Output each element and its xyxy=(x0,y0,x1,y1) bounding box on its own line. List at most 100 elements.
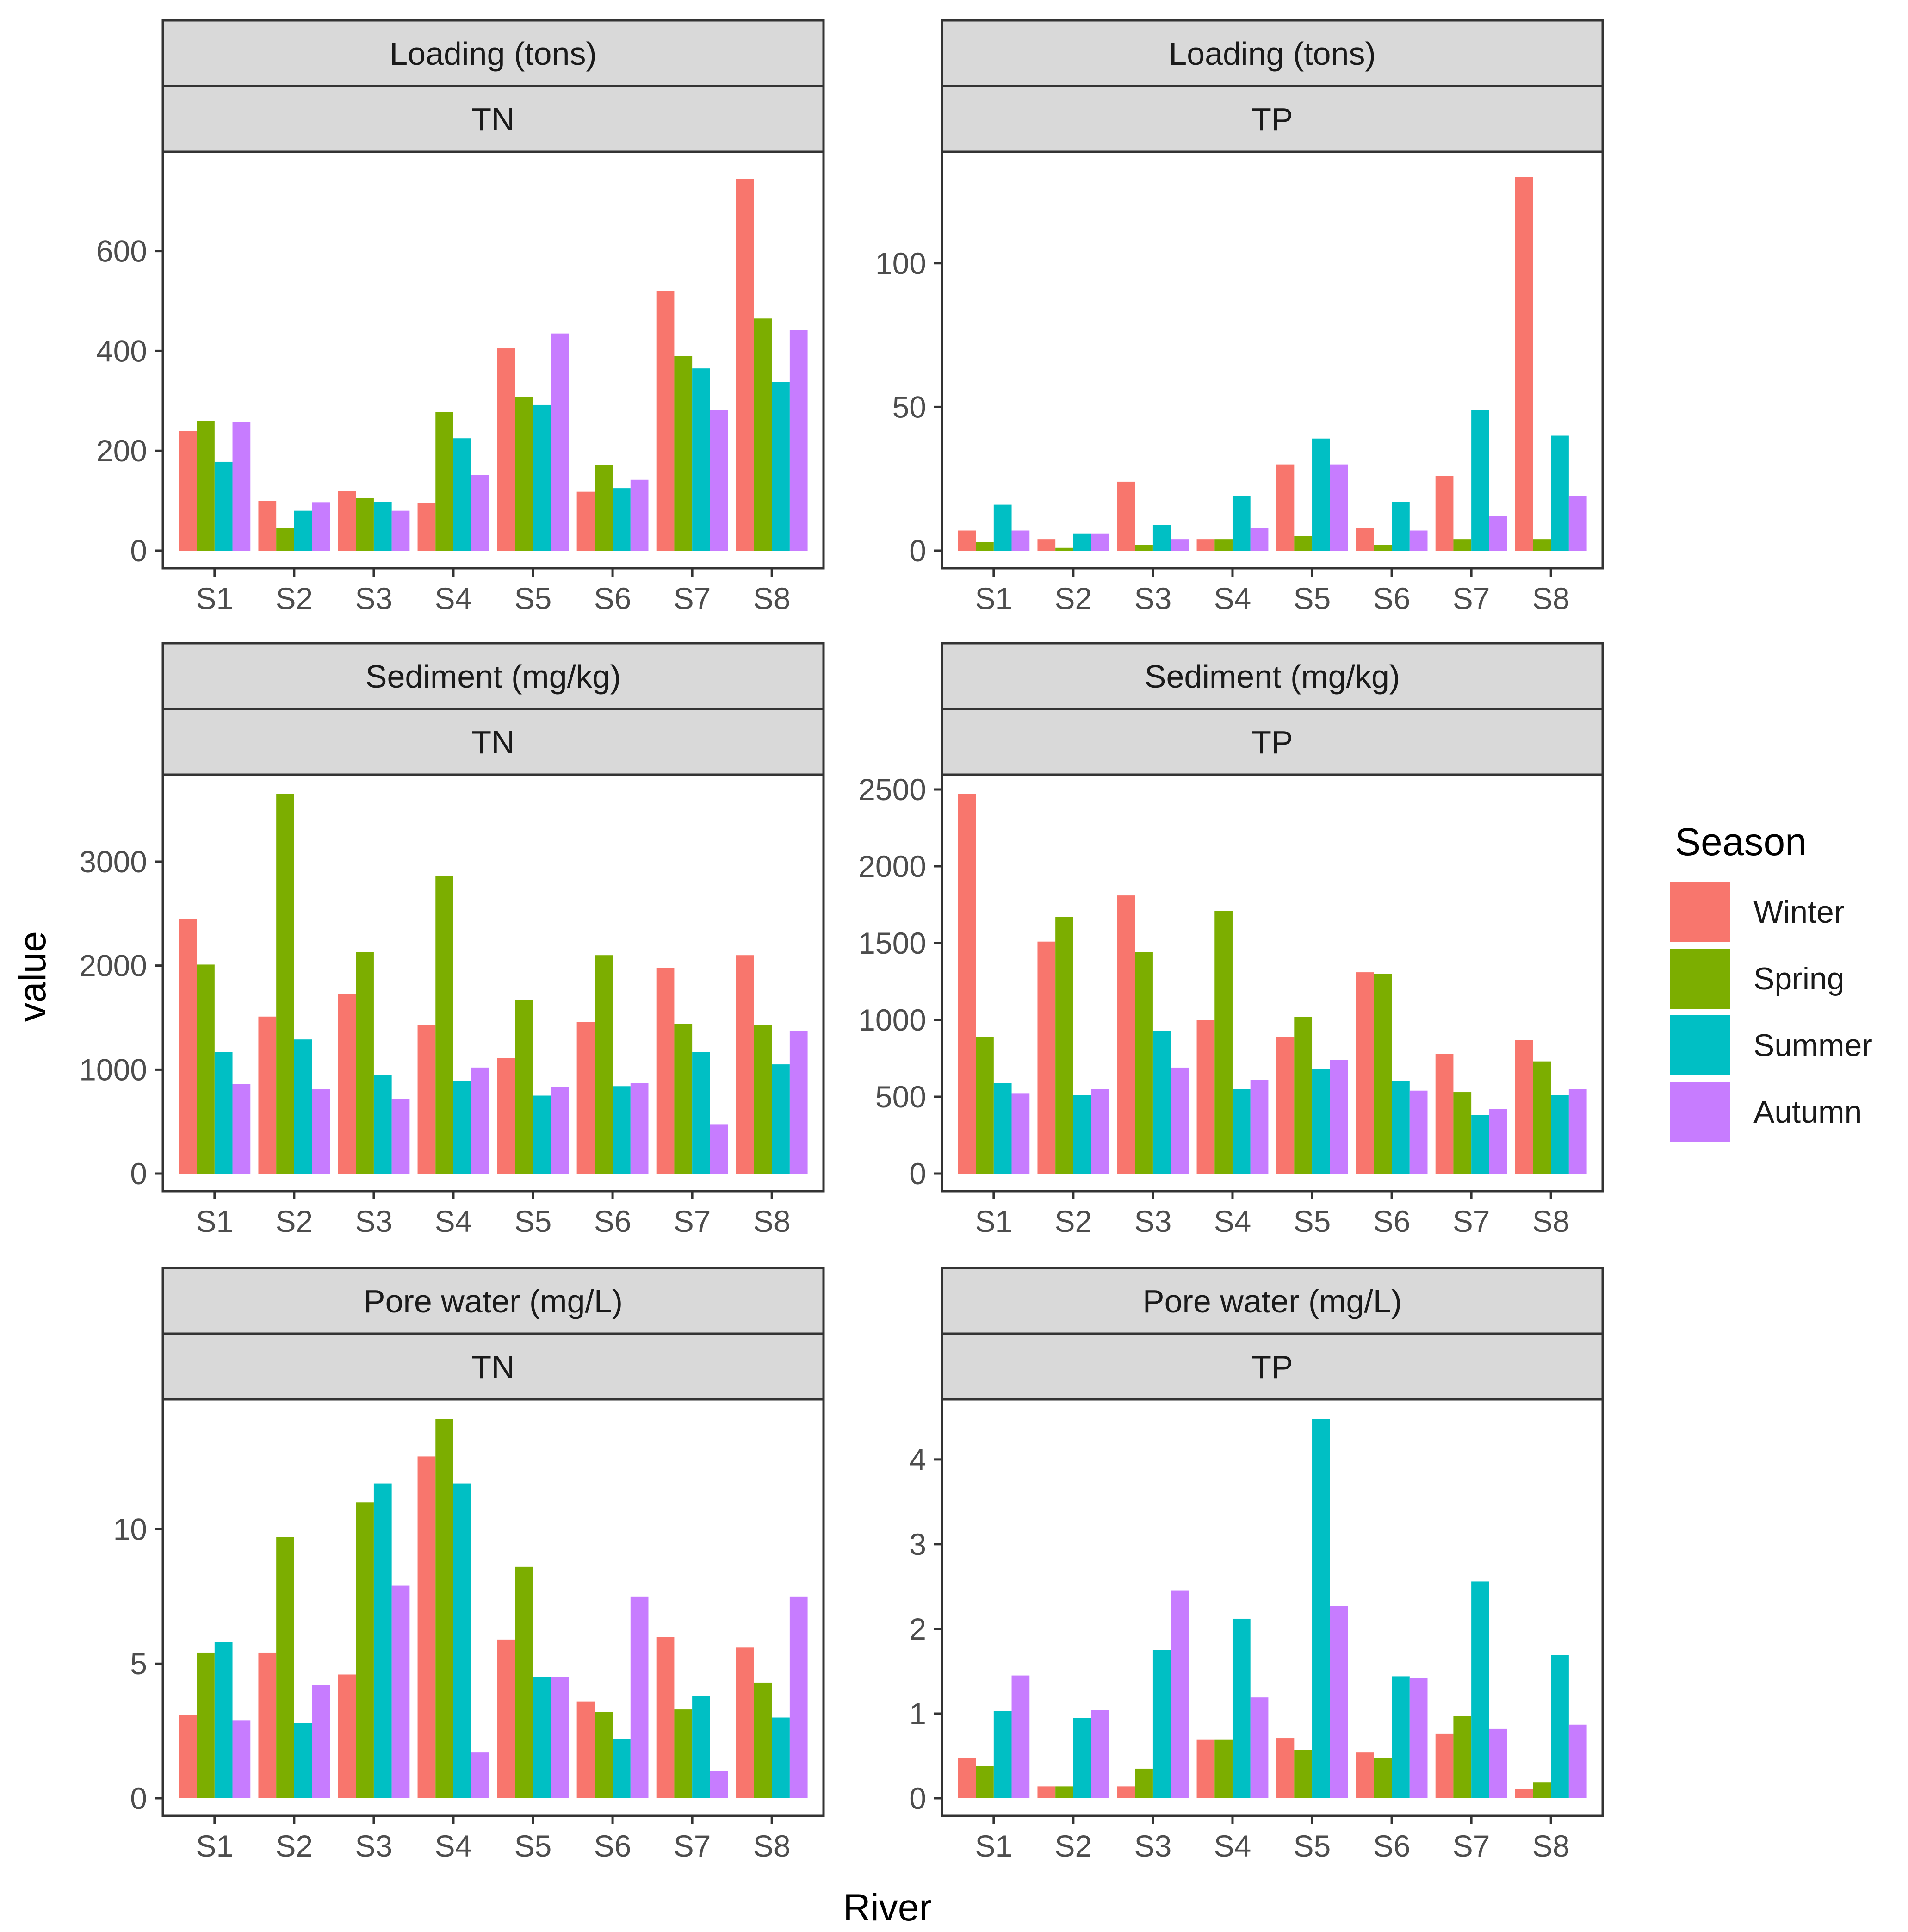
x-tick-label: S1 xyxy=(196,1829,233,1863)
strip-bottom xyxy=(161,1332,825,1401)
y-tick-label: 2 xyxy=(909,1612,926,1646)
panel-5: Pore water (mg/L) TN S1 S2 S3 S4 S5 S6 S7 S8 0 5 10 xyxy=(113,1267,825,1863)
x-tick-label: S2 xyxy=(276,581,313,615)
bar-S2-winter xyxy=(1037,1786,1056,1798)
bar-S4-spring xyxy=(1214,1739,1233,1798)
bar-S4-autumn xyxy=(471,475,489,551)
bar-S4-autumn xyxy=(1250,528,1269,551)
x-tick-label: S6 xyxy=(1373,1829,1411,1863)
bar-S8-summer xyxy=(1551,1655,1569,1798)
bar-S8-spring xyxy=(1533,1782,1551,1798)
bar-S6-winter xyxy=(576,491,595,551)
bar-S6-winter xyxy=(576,1022,595,1174)
bar-S6-summer xyxy=(613,488,631,551)
x-tick-label: S2 xyxy=(1055,581,1092,615)
bar-S6-autumn xyxy=(630,1596,649,1798)
x-tick-label: S7 xyxy=(1453,1829,1490,1863)
bar-S6-summer xyxy=(1392,1676,1410,1798)
bar-S7-autumn xyxy=(710,410,728,551)
bar-S1-winter xyxy=(179,1715,197,1798)
strip-top-label: Pore water (mg/L) xyxy=(1143,1283,1402,1319)
strip-top-label: Sediment (mg/kg) xyxy=(1145,658,1400,695)
bar-S6-summer xyxy=(1392,1081,1410,1174)
panel-4: Sediment (mg/kg) TP S1 S2 S3 S4 S5 S6 S7 S8 0 500 10… xyxy=(858,642,1604,1238)
bar-S6-spring xyxy=(595,1712,613,1798)
bar-S4-autumn xyxy=(1250,1697,1269,1798)
x-tick-label: S1 xyxy=(975,1829,1012,1863)
bar-S3-spring xyxy=(356,1502,374,1798)
bar-S7-winter xyxy=(1435,1733,1454,1798)
bar-S8-summer xyxy=(772,1064,790,1174)
bar-S1-summer xyxy=(214,1642,233,1798)
bar-S4-winter xyxy=(417,1025,436,1174)
bar-S1-summer xyxy=(214,1052,233,1174)
legend-title: Season xyxy=(1675,820,1807,863)
strip-bottom-label: TN xyxy=(471,101,514,137)
y-tick-label: 4 xyxy=(909,1442,926,1477)
bar-S1-autumn xyxy=(1011,1093,1030,1174)
bar-S7-winter xyxy=(1435,1054,1454,1174)
y-tick-label: 0 xyxy=(909,1156,926,1191)
bar-S3-spring xyxy=(1135,952,1153,1174)
bar-S6-autumn xyxy=(1409,1678,1428,1798)
bar-S7-winter xyxy=(656,968,675,1174)
bar-S5-autumn xyxy=(551,333,569,551)
bar-S8-winter xyxy=(1515,1789,1533,1798)
legend-label-spring: Spring xyxy=(1753,961,1845,996)
y-tick-label: 2000 xyxy=(79,949,147,983)
bar-S3-spring xyxy=(356,498,374,551)
strip-top xyxy=(161,642,825,710)
x-tick-label: S3 xyxy=(355,581,393,615)
bar-S7-autumn xyxy=(1489,516,1507,551)
bar-S8-spring xyxy=(754,1025,772,1174)
bar-S5-autumn xyxy=(551,1087,569,1174)
bar-S1-spring xyxy=(197,1652,215,1798)
bar-S8-autumn xyxy=(789,1031,808,1174)
bar-S2-summer xyxy=(294,1039,312,1174)
y-tick-label: 10 xyxy=(113,1512,147,1546)
bar-S7-summer xyxy=(692,368,710,551)
bar-S8-winter xyxy=(736,955,754,1174)
bar-S1-spring xyxy=(976,542,994,551)
legend: Season Winter Spring Summer Autumn xyxy=(1670,820,1872,1142)
bar-S5-winter xyxy=(497,1058,515,1174)
bar-S7-summer xyxy=(1471,1581,1489,1798)
bar-S5-winter xyxy=(497,1639,515,1798)
y-tick-label: 2000 xyxy=(858,849,926,883)
x-tick-label: S3 xyxy=(355,1829,393,1863)
bar-S4-summer xyxy=(1232,496,1251,551)
x-tick-label: S4 xyxy=(1214,581,1251,615)
bar-S5-autumn xyxy=(1330,1606,1348,1798)
bar-S8-summer xyxy=(1551,1095,1569,1174)
bar-S1-spring xyxy=(197,421,215,551)
bar-S4-autumn xyxy=(471,1067,489,1174)
bar-S2-autumn xyxy=(312,1089,330,1174)
bar-S7-spring xyxy=(674,356,693,551)
bar-S6-spring xyxy=(1374,545,1392,551)
x-tick-label: S6 xyxy=(1373,1204,1411,1238)
bar-S7-spring xyxy=(1453,1092,1472,1174)
x-tick-label: S4 xyxy=(1214,1829,1251,1863)
bar-S4-summer xyxy=(1232,1618,1251,1798)
bar-S7-winter xyxy=(1435,476,1454,551)
bar-S6-spring xyxy=(1374,1758,1392,1798)
bar-S6-autumn xyxy=(1409,530,1428,551)
bar-S4-autumn xyxy=(1250,1080,1269,1174)
bar-S8-winter xyxy=(736,179,754,551)
strip-top xyxy=(941,19,1604,87)
bar-S2-winter xyxy=(1037,539,1056,551)
x-tick-label: S6 xyxy=(1373,581,1411,615)
strip-top xyxy=(941,1267,1604,1335)
bar-S2-summer xyxy=(1073,1095,1091,1174)
strip-bottom xyxy=(161,708,825,776)
bar-S4-winter xyxy=(1196,539,1215,551)
strip-top-label: Loading (tons) xyxy=(1169,36,1376,72)
y-tick-label: 50 xyxy=(892,390,926,424)
x-tick-label: S7 xyxy=(674,1204,711,1238)
bar-S1-summer xyxy=(993,1711,1012,1798)
x-tick-label: S7 xyxy=(1453,1204,1490,1238)
y-tick-label: 500 xyxy=(875,1080,926,1114)
y-tick-label: 1500 xyxy=(858,926,926,960)
x-tick-label: S2 xyxy=(276,1829,313,1863)
bar-S6-winter xyxy=(1356,972,1374,1174)
